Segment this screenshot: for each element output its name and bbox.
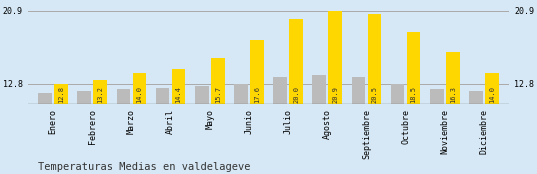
Bar — [313, 75, 326, 104]
Bar — [469, 91, 483, 104]
Bar — [93, 80, 107, 104]
Bar — [234, 84, 248, 104]
Text: 20.0: 20.0 — [293, 86, 299, 103]
Text: 12.8: 12.8 — [58, 86, 64, 103]
Bar — [172, 69, 185, 104]
Bar — [485, 73, 499, 104]
Bar — [38, 93, 52, 104]
Bar — [211, 58, 224, 104]
Text: 16.3: 16.3 — [450, 86, 456, 103]
Bar — [368, 14, 381, 104]
Bar — [54, 84, 68, 104]
Text: 17.6: 17.6 — [254, 86, 260, 103]
Text: 15.7: 15.7 — [215, 86, 221, 103]
Text: 14.0: 14.0 — [489, 86, 495, 103]
Bar — [156, 88, 169, 104]
Text: 18.5: 18.5 — [411, 86, 417, 103]
Bar — [250, 41, 264, 104]
Bar — [407, 32, 420, 104]
Bar — [391, 84, 404, 104]
Text: 20.9: 20.9 — [332, 86, 338, 103]
Bar — [329, 11, 342, 104]
Text: 13.2: 13.2 — [97, 86, 103, 103]
Text: 20.5: 20.5 — [372, 86, 378, 103]
Bar — [273, 77, 287, 104]
Text: 14.0: 14.0 — [136, 86, 142, 103]
Text: Temperaturas Medias en valdelageve: Temperaturas Medias en valdelageve — [38, 162, 250, 172]
Bar — [352, 77, 365, 104]
Bar — [289, 19, 303, 104]
Bar — [77, 91, 91, 104]
Bar — [195, 86, 208, 104]
Text: 14.4: 14.4 — [176, 86, 182, 103]
Bar — [117, 89, 130, 104]
Bar — [430, 89, 444, 104]
Bar — [446, 52, 460, 104]
Bar — [133, 73, 146, 104]
